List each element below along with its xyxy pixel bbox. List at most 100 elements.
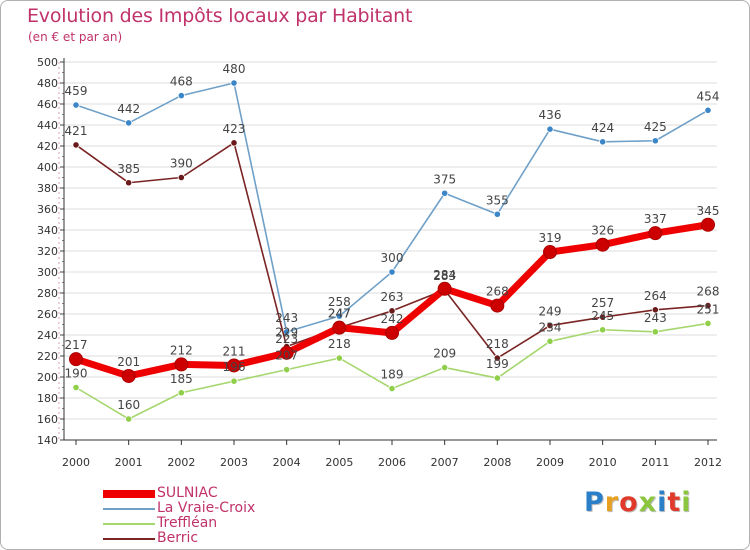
data-label: 263 (381, 290, 404, 304)
data-label: 249 (539, 305, 562, 319)
data-label: 268 (697, 285, 720, 299)
chart-legend: SULNIAC La Vraie-Croix Treffléan Berric (103, 486, 255, 546)
legend-item: La Vraie-Croix (103, 501, 255, 516)
data-point (335, 312, 343, 320)
data-label: 257 (591, 296, 614, 310)
data-point (230, 377, 238, 385)
data-label: 480 (223, 62, 246, 76)
data-label: 218 (486, 337, 509, 351)
data-point (388, 307, 396, 315)
y-tick-label: 160 (37, 413, 58, 426)
data-point (546, 125, 554, 133)
legend-swatch (103, 522, 155, 525)
data-point (230, 139, 238, 147)
data-point (599, 138, 607, 146)
x-tick-label: 2005 (325, 456, 353, 469)
logo-letter: t (667, 487, 682, 518)
data-label: 201 (117, 355, 140, 369)
data-point (599, 313, 607, 321)
data-label: 217 (65, 338, 88, 352)
chart-series-layer (69, 79, 715, 423)
data-label: 337 (644, 212, 667, 226)
data-label: 423 (223, 122, 246, 136)
proxiti-logo: Proxiti (584, 487, 692, 518)
data-label: 185 (170, 372, 193, 386)
data-label: 442 (117, 102, 140, 116)
data-point (72, 383, 80, 392)
data-point (177, 173, 185, 182)
data-label: 211 (223, 344, 246, 358)
legend-swatch (103, 537, 155, 540)
data-label: 355 (486, 193, 509, 207)
data-point (546, 321, 554, 330)
data-label: 390 (170, 157, 193, 171)
legend-label: Berric (157, 530, 199, 546)
data-point (227, 358, 241, 373)
logo-letter: o (619, 487, 639, 518)
data-label: 212 (170, 343, 193, 357)
data-label: 454 (697, 89, 720, 103)
x-tick-label: 2007 (431, 456, 459, 469)
y-tick-label: 320 (37, 245, 58, 258)
data-point (385, 325, 399, 340)
data-label: 284 (433, 268, 456, 282)
data-label: 189 (381, 368, 404, 382)
x-tick-label: 2012 (694, 456, 722, 469)
data-label: 319 (539, 231, 562, 245)
data-label: 258 (328, 295, 351, 309)
data-point (543, 245, 557, 260)
chart-data-labels: 459 442 468 480 243 258 300 375 355 436 424 425 454 4… (65, 62, 720, 412)
data-point (335, 354, 343, 362)
legend-item: Treffléan (103, 516, 255, 531)
data-point (490, 298, 505, 313)
y-tick-label: 380 (37, 182, 58, 195)
x-tick-label: 2003 (220, 456, 248, 469)
data-point (332, 320, 347, 335)
data-point (125, 179, 133, 187)
y-tick-label: 360 (37, 203, 58, 216)
x-tick-label: 2001 (115, 456, 143, 469)
data-label: 385 (117, 162, 140, 176)
data-label: 207 (275, 349, 298, 363)
data-point (546, 337, 554, 345)
legend-item: Berric (103, 531, 255, 546)
data-label: 468 (170, 75, 193, 89)
data-point (441, 363, 449, 372)
y-tick-label: 200 (37, 371, 58, 384)
x-tick-label: 2004 (273, 456, 301, 469)
data-label: 459 (65, 84, 88, 98)
data-label: 243 (275, 311, 298, 325)
y-tick-label: 400 (37, 161, 58, 174)
legend-swatch (103, 489, 155, 498)
logo-letter: i (681, 487, 692, 518)
data-point (121, 368, 136, 383)
data-label: 300 (381, 251, 404, 265)
data-label: 268 (486, 285, 509, 299)
data-point (177, 92, 185, 100)
data-label: 209 (433, 347, 456, 361)
y-tick-label: 460 (37, 98, 58, 111)
data-label: 247 (328, 307, 351, 321)
chart-title: Evolution des Impôts locaux par Habitant (27, 5, 413, 27)
data-label: 375 (433, 172, 456, 186)
data-point (441, 189, 449, 197)
data-label: 234 (539, 320, 562, 334)
data-point (125, 415, 133, 423)
x-tick-label: 2000 (62, 456, 90, 469)
data-label: 245 (591, 309, 614, 323)
data-point (174, 357, 189, 372)
data-point (701, 217, 715, 232)
data-label: 326 (591, 224, 614, 238)
y-tick-label: 420 (37, 140, 58, 153)
data-point (230, 79, 238, 87)
legend-item: SULNIAC (103, 486, 255, 501)
data-point (388, 384, 396, 393)
data-label: 223 (275, 332, 298, 346)
chart-axes: 140 160 180 200 220 240 260 280 300 320 340 360 380 4… (37, 56, 722, 469)
x-tick-label: 2011 (641, 456, 669, 469)
x-tick-label: 2009 (536, 456, 564, 469)
chart-subtitle: (en € et par an) (28, 30, 123, 44)
data-point (125, 119, 133, 127)
